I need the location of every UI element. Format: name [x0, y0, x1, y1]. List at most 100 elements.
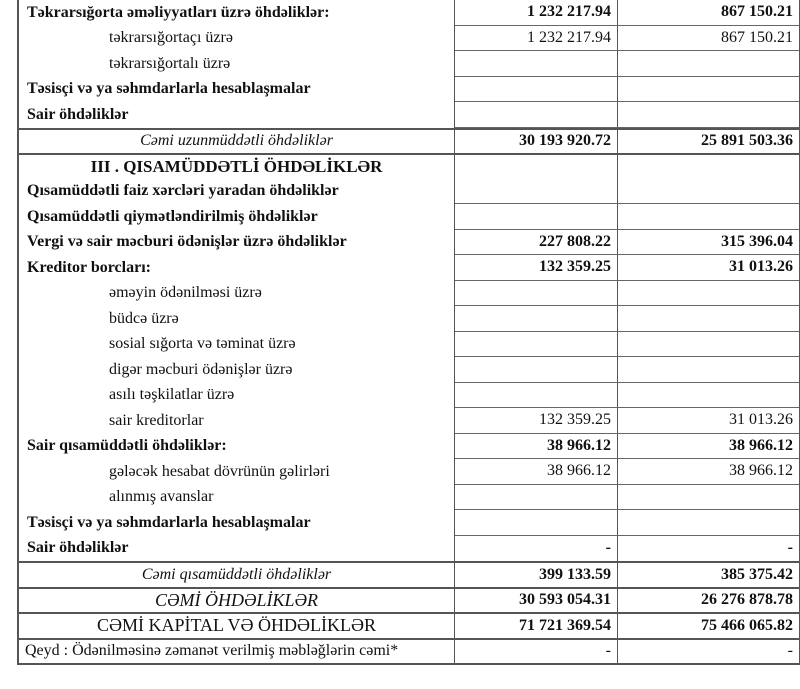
table-row: əməyin ödənilməsi üzrə [19, 280, 799, 306]
row-label: Kreditor borcları: [19, 255, 455, 281]
value-current-period: 38 966.12 [455, 459, 618, 485]
table-row: büdcə üzrə [19, 306, 799, 332]
row-label: alınmış avanslar [19, 484, 455, 510]
table-row: asılı təşkilatlar üzrə [19, 382, 799, 408]
table-row: təkrarsığortalı üzrə [19, 51, 799, 77]
table-row: sosial sığorta və təminat üzrə [19, 331, 799, 357]
row-label: Qeyd : Ödənilməsinə zəmanət verilmiş məb… [19, 639, 455, 663]
row-label: Sair öhdəliklər [19, 535, 455, 561]
value-previous-period [618, 51, 799, 77]
row-label: sair kreditorlar [19, 408, 455, 434]
value-current-period: 132 359.25 [455, 408, 618, 434]
value-current-period: 399 133.59 [455, 563, 618, 587]
table-row: digər məcburi ödənişlər üzrə [19, 357, 799, 383]
table-row: Sair qısamüddətli öhdəliklər: 38 966.12 38… [19, 433, 799, 459]
table-row: CƏMİ KAPİTAL VƏ ÖHDƏLİKLƏR 71 721 369.54 7… [19, 612, 799, 638]
table-row: Vergi və sair məcburi ödənişlər üzrə öhd… [19, 229, 799, 255]
value-current-period [455, 510, 618, 536]
value-current-period [455, 155, 618, 179]
row-label: CƏMİ KAPİTAL VƏ ÖHDƏLİKLƏR [19, 614, 455, 638]
row-label: Cəmi uzunmüddətli öhdəliklər [19, 129, 455, 153]
row-label: təkrarsığortalı üzrə [19, 51, 455, 77]
value-previous-period [618, 77, 799, 102]
table-row: Təkrarsığorta əməliyyatları üzrə öhdəlik… [19, 0, 799, 26]
value-previous-period: 75 466 065.82 [701, 616, 793, 634]
value-previous-period: - [787, 539, 793, 557]
value-current-period [455, 331, 618, 357]
table-row: III . QISAMÜDDƏTLİ ÖHDƏLİKLƏR [19, 153, 799, 179]
value-current-period: 30 593 054.31 [455, 588, 618, 612]
row-label: büdcə üzrə [19, 306, 455, 332]
value-current-period [455, 76, 618, 102]
value-current-period: - [455, 535, 618, 561]
value-previous-period: 867 150.21 [618, 0, 799, 26]
row-label: əməyin ödənilməsi üzrə [19, 280, 455, 306]
value-current-period: 1 232 217.94 [455, 0, 618, 26]
value-previous-period [618, 281, 799, 306]
table-row: Qısamüddətli qiymətləndirilmiş öhdəliklə… [19, 204, 799, 230]
value-previous-period [618, 485, 799, 510]
table-row: Qeyd : Ödənilməsinə zəmanət verilmiş məb… [19, 637, 799, 663]
row-label: asılı təşkilatlar üzrə [19, 382, 455, 408]
liabilities-table: Təkrarsığorta əməliyyatları üzrə öhdəlik… [17, 0, 800, 665]
value-current-period [455, 280, 618, 306]
table-row: Cəmi qısamüddətli öhdəliklər 399 133.59 38… [19, 561, 799, 587]
value-previous-period: 315 396.04 [618, 230, 799, 255]
value-previous-period [618, 510, 799, 536]
value-current-period [455, 484, 618, 510]
value-previous-period: 867 150.21 [618, 26, 799, 51]
value-previous-period [618, 102, 799, 128]
row-label: Vergi və sair məcburi ödənişlər üzrə öhd… [19, 229, 455, 255]
value-previous-period [618, 155, 799, 179]
table-row: alınmış avanslar [19, 484, 799, 510]
value-previous-period: 38 966.12 [618, 459, 799, 485]
value-current-period: 30 193 920.72 [455, 129, 618, 153]
row-label: Sair öhdəliklər [19, 102, 455, 128]
table-row: Sair öhdəliklər [19, 102, 799, 128]
value-previous-period [618, 179, 799, 204]
table-row: Qısamüddətli faiz xərcləri yaradan öhdəl… [19, 178, 799, 204]
row-label: Təsisçi və ya səhmdarlarla hesablaşmalar [19, 76, 455, 102]
row-label: digər məcburi ödənişlər üzrə [19, 357, 455, 383]
value-current-period: - [455, 639, 618, 663]
value-current-period [455, 382, 618, 408]
value-current-period: 1 232 217.94 [455, 25, 618, 51]
value-current-period: 38 966.12 [455, 433, 618, 459]
value-current-period: 71 721 369.54 [455, 614, 618, 638]
row-label: gələcək hesabat dövrünün gəlirləri [19, 459, 455, 485]
value-previous-period [618, 332, 799, 357]
row-label: Sair qısamüddətli öhdəliklər: [19, 433, 455, 459]
row-label: Qısamüddətli faiz xərcləri yaradan öhdəl… [19, 178, 455, 204]
value-previous-period: 31 013.26 [618, 255, 799, 281]
value-previous-period [618, 383, 799, 408]
row-label: təkrarsığortaçı üzrə [19, 25, 455, 51]
row-label: Təsisçi və ya səhmdarlarla hesablaşmalar [19, 510, 455, 536]
table-row: Kreditor borcları: 132 359.25 31 013.26 [19, 255, 799, 281]
value-previous-period [618, 357, 799, 383]
value-previous-period: 38 966.12 [618, 434, 799, 459]
value-current-period [455, 204, 618, 230]
value-current-period [455, 357, 618, 383]
value-current-period: 227 808.22 [455, 229, 618, 255]
row-label: Cəmi qısamüddətli öhdəliklər [19, 563, 455, 587]
value-current-period [455, 178, 618, 204]
value-previous-period [618, 306, 799, 332]
value-previous-period: - [787, 642, 793, 660]
table-row: təkrarsığortaçı üzrə 1 232 217.94 867 150.… [19, 25, 799, 51]
table-row: sair kreditorlar 132 359.25 31 013.26 [19, 408, 799, 434]
value-previous-period: 385 375.42 [721, 565, 793, 583]
value-previous-period: 26 276 878.78 [701, 591, 793, 609]
value-previous-period: 25 891 503.36 [701, 132, 793, 150]
table-row: Təsisçi və ya səhmdarlarla hesablaşmalar [19, 76, 799, 102]
value-current-period [455, 306, 618, 332]
row-label: CƏMİ ÖHDƏLİKLƏR [19, 588, 455, 612]
value-current-period [455, 51, 618, 77]
value-previous-period [618, 204, 799, 230]
table-row: CƏMİ ÖHDƏLİKLƏR 30 593 054.31 26 276 878.7… [19, 586, 799, 612]
row-label: Qısamüddətli qiymətləndirilmiş öhdəliklə… [19, 204, 455, 230]
value-current-period: 132 359.25 [455, 255, 618, 281]
value-current-period [455, 102, 618, 128]
row-label: III . QISAMÜDDƏTLİ ÖHDƏLİKLƏR [19, 155, 455, 179]
table-row: Cəmi uzunmüddətli öhdəliklər 30 193 920.7… [19, 127, 799, 153]
table-row: Sair öhdəliklər - - [19, 535, 799, 561]
